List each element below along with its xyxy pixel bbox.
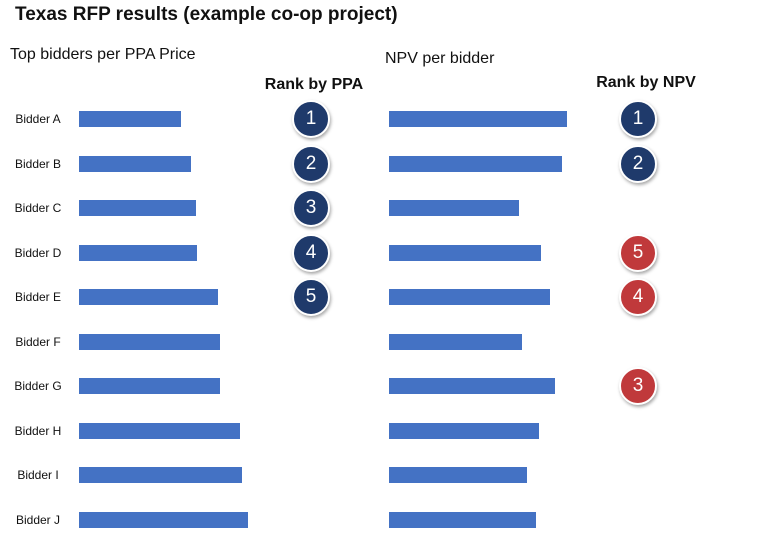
npv-bar bbox=[389, 200, 519, 216]
bidder-label: Bidder A bbox=[15, 112, 61, 126]
npv-bar bbox=[389, 333, 522, 350]
npv-rank-header: Rank by NPV bbox=[596, 74, 696, 91]
ppa-bar bbox=[79, 289, 218, 305]
slide-title: Texas RFP results (example co-op project… bbox=[15, 4, 398, 25]
npv-rank-badge: 1 bbox=[619, 100, 657, 138]
npv-bar bbox=[389, 511, 536, 528]
npv-bar bbox=[389, 467, 527, 483]
ppa-rank-header: Rank by PPA bbox=[264, 76, 364, 93]
ppa-rank-badge: 1 bbox=[292, 100, 330, 138]
bidder-label: Bidder C bbox=[14, 201, 62, 215]
ppa-bar bbox=[79, 422, 240, 439]
npv-chart-title: NPV per bidder bbox=[385, 50, 495, 67]
bidder-label: Bidder B bbox=[14, 156, 62, 171]
npv-bar bbox=[389, 244, 541, 261]
bidder-label: Bidder J bbox=[15, 512, 61, 527]
ppa-bar bbox=[79, 200, 196, 216]
ppa-bar bbox=[79, 155, 191, 172]
ppa-chart-title: Top bidders per PPA Price bbox=[10, 46, 196, 63]
bidder-label: Bidder D bbox=[14, 245, 62, 260]
bidder-label: Bidder I bbox=[17, 468, 59, 482]
npv-rank-badge: 2 bbox=[619, 144, 657, 183]
ppa-bar bbox=[79, 333, 220, 350]
npv-bar bbox=[389, 111, 567, 127]
ppa-rank-badge: 2 bbox=[292, 144, 330, 183]
ppa-rank-badge: 5 bbox=[292, 278, 330, 316]
bidder-label: Bidder H bbox=[14, 423, 62, 438]
npv-rank-badge: 5 bbox=[619, 233, 657, 272]
npv-bar bbox=[389, 289, 550, 305]
bidder-label: Bidder F bbox=[15, 334, 61, 349]
npv-rank-badge: 4 bbox=[619, 278, 657, 316]
npv-rank-badge: 3 bbox=[619, 367, 657, 405]
ppa-bar bbox=[79, 511, 248, 528]
ppa-bar bbox=[79, 111, 181, 127]
ppa-bar bbox=[79, 244, 197, 261]
npv-bar bbox=[389, 155, 562, 172]
bidder-label: Bidder E bbox=[14, 290, 62, 304]
npv-bar bbox=[389, 378, 555, 394]
ppa-rank-badge: 3 bbox=[292, 189, 330, 227]
npv-bar bbox=[389, 422, 539, 439]
ppa-rank-badge: 4 bbox=[292, 233, 330, 272]
ppa-bar bbox=[79, 467, 242, 483]
bidder-label: Bidder G bbox=[14, 379, 62, 393]
ppa-bar bbox=[79, 378, 220, 394]
